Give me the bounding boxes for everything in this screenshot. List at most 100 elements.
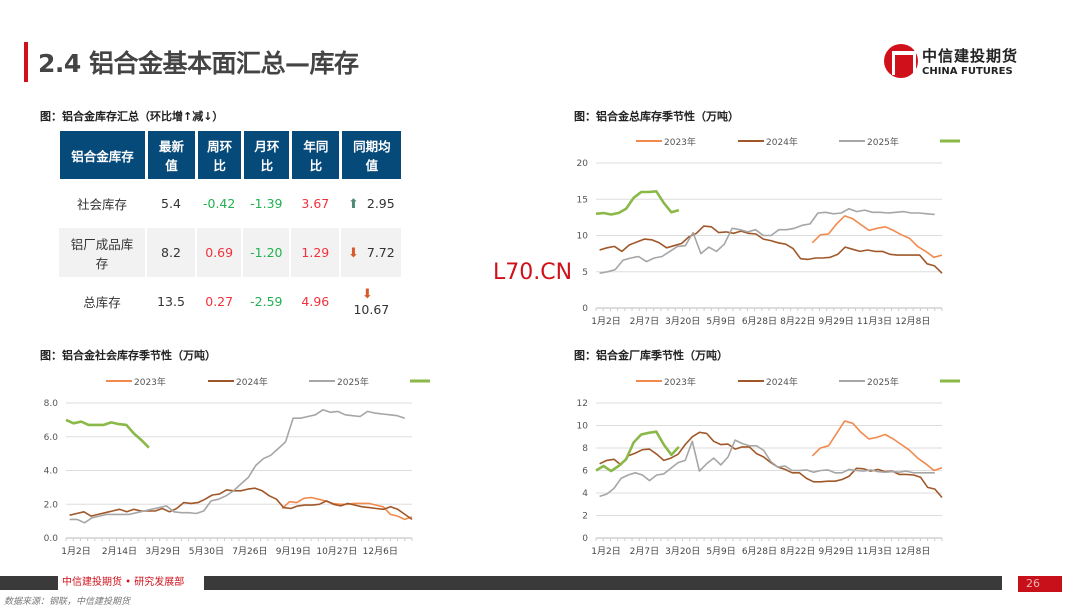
y-tick-label: 12 xyxy=(577,399,588,409)
footer-bar-left xyxy=(0,576,58,590)
legend-label: 2024年 xyxy=(766,136,798,148)
x-tick-label: 2月7日 xyxy=(630,546,659,557)
inventory-table: 铝合金库存 最新值 周环比 月环比 年同比 同期均值 社会库存 5.4 -0.4… xyxy=(57,131,403,326)
x-tick-label: 1月2日 xyxy=(61,546,90,557)
x-tick-label: 5月30日 xyxy=(189,546,224,557)
x-tick-label: 1月2日 xyxy=(591,316,620,327)
x-tick-label: 3月20日 xyxy=(665,316,700,327)
y-tick-label: 10 xyxy=(577,422,589,432)
x-tick-label: 5月9日 xyxy=(706,316,735,327)
series-line-2026 xyxy=(65,418,150,449)
y-tick-label: 10 xyxy=(577,232,589,242)
table-header-row: 铝合金库存 最新值 周环比 月环比 年同比 同期均值 xyxy=(59,131,402,179)
x-tick-label: 3月29日 xyxy=(145,546,180,557)
x-tick-label: 6月28日 xyxy=(742,316,777,327)
legend-label: 2023年 xyxy=(664,376,696,388)
series-line-2025 xyxy=(69,408,406,524)
row-name: 总库存 xyxy=(83,295,121,310)
y-tick-label: 20 xyxy=(577,159,589,169)
x-tick-label: 12月8日 xyxy=(895,316,930,327)
mom-value: -1.39 xyxy=(250,196,283,211)
x-tick-label: 6月28日 xyxy=(742,546,777,557)
y-tick-label: 8 xyxy=(582,444,588,454)
chart-plant-inventory: 2023年2024年2025年2026年0246810121月2日2月7日3月2… xyxy=(577,376,960,557)
y-tick-label: 6 xyxy=(582,467,588,477)
legend-label: 2023年 xyxy=(134,376,166,388)
avg-value: 7.72 xyxy=(366,244,395,260)
series-line-2026 xyxy=(595,190,680,216)
x-tick-label: 9月29日 xyxy=(819,316,854,327)
arrow-down-icon: ⬇ xyxy=(361,287,373,302)
yoy-value: 4.96 xyxy=(301,294,330,309)
x-tick-label: 12月6日 xyxy=(363,546,398,557)
y-tick-label: 15 xyxy=(577,195,588,205)
series-line-2024 xyxy=(599,225,943,274)
row-name: 社会库存 xyxy=(76,197,127,212)
x-tick-label: 2月14日 xyxy=(102,546,137,557)
arrow-up-icon: ⬆ xyxy=(347,196,359,212)
avg-value: 10.67 xyxy=(353,302,390,317)
row-name: 铝厂成品库存 xyxy=(59,228,145,277)
legend-label: 2025年 xyxy=(337,376,369,388)
col-header: 年同比 xyxy=(291,131,340,179)
table-row: 总库存 13.5 0.27 -2.59 4.96 ⬇10.67 xyxy=(59,277,401,326)
legend-label: 2025年 xyxy=(867,136,899,148)
x-tick-label: 8月22日 xyxy=(780,546,815,557)
chart-total-inventory: 2023年2024年2025年2026年051015201月2日2月7日3月20… xyxy=(577,136,960,327)
avg-cell: ⬇ 7.72 xyxy=(341,228,402,277)
avg-value: 2.95 xyxy=(366,195,395,211)
x-tick-label: 1月2日 xyxy=(591,546,620,557)
col-header: 同期均值 xyxy=(341,131,402,179)
col-header: 月环比 xyxy=(243,131,290,179)
col-header: 周环比 xyxy=(197,131,242,179)
chart-caption-plant: 图：铝合金厂库季节性（万吨） xyxy=(574,349,728,362)
y-tick-label: 6.0 xyxy=(44,433,59,443)
legend-label: 2024年 xyxy=(236,376,268,388)
series-line-2026 xyxy=(595,430,680,473)
chart-caption-total: 图：铝合金总库存季节性（万吨） xyxy=(574,110,739,123)
mom-value: -2.59 xyxy=(250,294,283,309)
arrow-down-icon: ⬇ xyxy=(347,245,359,261)
logo-cn: 中信建投期货 xyxy=(922,47,1019,65)
y-tick-label: 0 xyxy=(582,534,588,544)
wow-value: -0.42 xyxy=(203,196,236,211)
avg-cell: ⬇10.67 xyxy=(341,277,401,326)
series-line-2023 xyxy=(281,496,413,521)
x-tick-label: 11月3日 xyxy=(857,316,892,327)
x-tick-label: 3月20日 xyxy=(665,546,700,557)
y-tick-label: 4.0 xyxy=(44,467,59,477)
page-number: 26 xyxy=(1018,576,1062,592)
x-tick-label: 9月29日 xyxy=(819,546,854,557)
legend-label: 2024年 xyxy=(766,376,798,388)
series-line-2025 xyxy=(599,439,935,498)
x-tick-label: 10月27日 xyxy=(316,546,357,557)
series-line-2024 xyxy=(69,487,413,521)
yoy-value: 1.29 xyxy=(291,228,340,277)
logo: 中信建投期货 CHINA FUTURES xyxy=(884,44,1018,78)
col-header: 铝合金库存 xyxy=(59,131,145,179)
series-line-2024 xyxy=(599,431,943,499)
latest-value: 8.2 xyxy=(147,228,195,277)
x-tick-label: 9月19日 xyxy=(276,546,311,557)
data-source: 数据来源：钢联，中信建投期货 xyxy=(4,597,131,607)
y-tick-label: 4 xyxy=(582,489,588,499)
watermark: L70.CN xyxy=(493,260,573,285)
table-row: 铝厂成品库存 8.2 0.69 -1.20 1.29 ⬇ 7.72 xyxy=(59,228,402,277)
chart-caption-social: 图：铝合金社会库存季节性（万吨） xyxy=(40,349,216,362)
avg-cell: ⬆ 2.95 xyxy=(341,179,401,228)
x-tick-label: 12月8日 xyxy=(895,546,930,557)
footer-label: 中信建投期货 • 研究发展部 xyxy=(62,577,185,588)
yoy-value: 3.67 xyxy=(301,196,330,211)
x-tick-label: 2月7日 xyxy=(630,316,659,327)
y-tick-label: 8.0 xyxy=(44,399,59,409)
y-tick-label: 0 xyxy=(582,304,588,314)
col-header: 最新值 xyxy=(147,131,195,179)
y-tick-label: 2.0 xyxy=(44,500,59,510)
legend-label: 2023年 xyxy=(664,136,696,148)
wow-value: 0.69 xyxy=(197,228,242,277)
page-title: 2.4 铝合金基本面汇总—库存 xyxy=(38,49,359,78)
logo-en: CHINA FUTURES xyxy=(922,66,1013,77)
logo-icon xyxy=(884,44,918,78)
wow-value: 0.27 xyxy=(205,294,234,309)
series-line-2023 xyxy=(811,420,943,472)
